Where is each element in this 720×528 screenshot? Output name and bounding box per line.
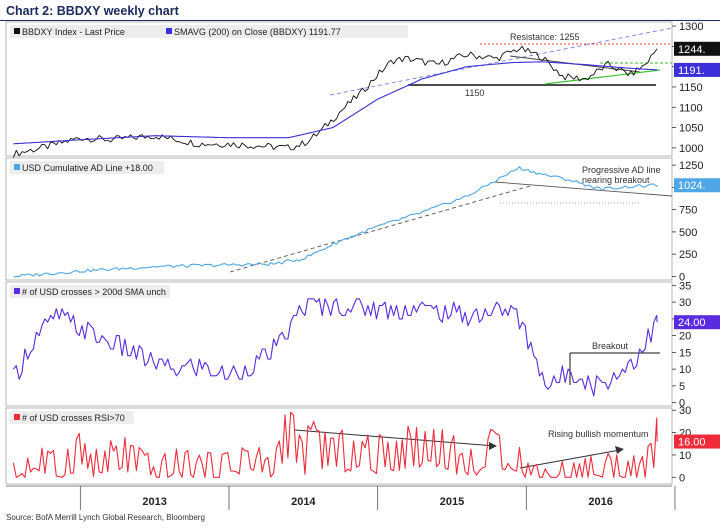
legend-label-smavg: SMAVG (200) on Close (BBDXY) 1191.77 (174, 27, 341, 37)
bbdxy-rising-support (544, 69, 661, 85)
annotation-breakout: Breakout (592, 341, 629, 351)
y-tick-label: 250 (679, 249, 697, 261)
legend-label-adline: USD Cumulative AD Line +18.00 (22, 163, 153, 173)
legend-swatch-bbdxy (14, 28, 20, 34)
panel-sma-frame (5, 281, 673, 407)
y-tick-label: 10 (679, 364, 691, 376)
last-value-label: 16.00 (678, 437, 706, 449)
legend-bbdxy: BBDXY Index - Last Price SMAVG (200) on … (10, 25, 408, 38)
last-value-tag (674, 178, 720, 193)
series-line (12, 298, 658, 397)
panel-adline-frame (5, 157, 673, 281)
legend-swatch-smavg (166, 28, 172, 34)
y-tick-label: 0 (679, 271, 685, 283)
legend-label-bbdxy: BBDXY Index - Last Price (22, 27, 125, 37)
y-tick-label: 1100 (679, 102, 703, 114)
last-value-tag (674, 315, 720, 330)
x-axis-label: 2014 (291, 496, 316, 508)
annotation-lines (229, 27, 673, 469)
rsi-falling-arrow (294, 429, 496, 447)
last-value-label: 1244. (678, 44, 706, 56)
last-value-label: 24.00 (678, 317, 706, 329)
y-tick-label: 30 (679, 297, 691, 309)
legend-sma: # of USD crosses > 200d SMA unch (10, 285, 170, 298)
y-tick-label: 10 (679, 450, 691, 462)
legend-swatch-sma (14, 288, 20, 294)
rsi-rising-arrowhead (615, 446, 624, 454)
last-value-label: 1024. (678, 180, 706, 192)
y-tick-label: 0 (679, 398, 685, 410)
y-tick-label: 1300 (679, 21, 703, 33)
x-axis-label: 2013 (142, 496, 166, 508)
series-line (12, 411, 658, 478)
x-axis-label: 2015 (440, 496, 464, 508)
y-tick-label: 1250 (679, 160, 703, 172)
legend-adline: USD Cumulative AD Line +18.00 (10, 161, 164, 174)
y-tick-label: 500 (679, 227, 697, 239)
panel-bbdxy-frame (5, 21, 673, 157)
title-rule (0, 20, 720, 21)
legend-label-rsi: # of USD crosses RSI>70 (22, 413, 125, 423)
rsi-falling-arrowhead (489, 442, 497, 450)
y-tick-label: 15 (679, 347, 691, 359)
y-tick-label: 20 (679, 331, 691, 343)
y-tick-label: 750 (679, 205, 697, 217)
panel-frames (5, 21, 673, 485)
chart-dynamic-layer: 13001250120011501100105010001244.1191.12… (6, 21, 720, 510)
last-value-tag (674, 434, 720, 449)
y-tick-label: 35 (679, 280, 691, 292)
last-value-tag (674, 41, 720, 56)
legend-label-sma: # of USD crosses > 200d SMA unch (22, 287, 166, 297)
last-value-tag (674, 62, 720, 77)
legend-rsi: # of USD crosses RSI>70 (10, 411, 134, 424)
x-axis-label: 2016 (588, 496, 612, 508)
y-tick-label: 0 (679, 472, 685, 484)
series-line (13, 166, 658, 278)
chart-title: Chart 2: BBDXY weekly chart (6, 4, 179, 18)
annotation-resistance: Resistance: 1255 (510, 32, 580, 42)
legend-swatch-rsi (14, 414, 20, 420)
y-tick-label: 30 (679, 405, 691, 417)
y-tick-label: 1000 (679, 143, 703, 155)
adline-dashed-support (229, 185, 531, 273)
bbdxy-trend-dashed (329, 27, 673, 96)
last-value-label: 1191. (678, 65, 705, 77)
y-tick-label: 1050 (679, 123, 703, 135)
panel-rsi-frame (5, 407, 673, 485)
adline-falling-trend (494, 181, 673, 197)
annotation-support: 1150 (465, 88, 484, 98)
annotation-rsi: Rising bullish momentum (548, 429, 649, 439)
legend-swatch-adline (14, 164, 20, 170)
annotation-adline-1: Progressive AD line (582, 165, 661, 175)
y-tick-label: 1150 (679, 82, 703, 94)
y-tick-label: 5 (679, 381, 685, 393)
source-note: Source: BofA Merrill Lynch Global Resear… (6, 513, 205, 522)
annotation-adline-2: nearing breakout (582, 175, 650, 185)
series-line (13, 61, 658, 145)
